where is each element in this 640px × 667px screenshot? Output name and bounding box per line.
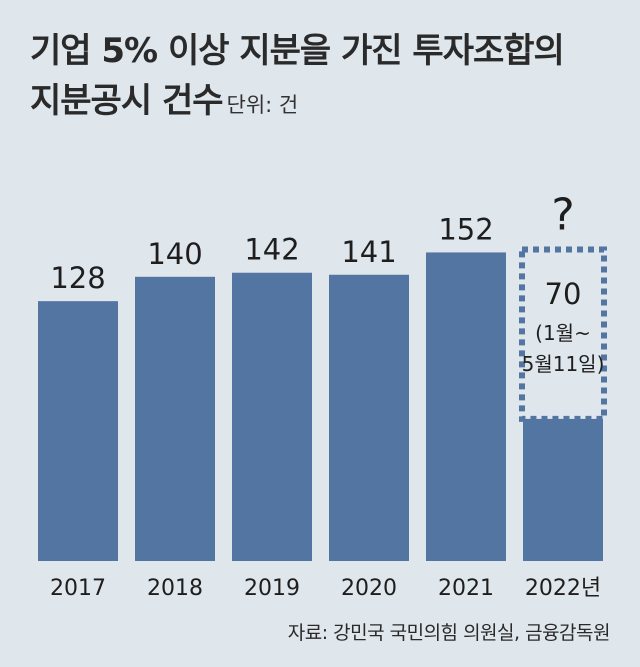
title-line-2-text: 지분공시 건수 [30,81,224,121]
data-label-2019: 142 [244,233,299,267]
bar-2022년 [523,418,603,561]
data-label-2018: 140 [147,237,202,271]
x-tick-2018: 2018 [147,576,203,601]
bar-2020 [329,274,409,561]
title-line-1: 기업 5% 이상 지분을 가진 투자조합의 [30,31,565,71]
chart-title: 기업 5% 이상 지분을 가진 투자조합의 지분공시 건수 단위: 건 [30,26,565,130]
unit-label: 단위: 건 [226,93,299,117]
bar-2021 [426,252,506,561]
question-mark-annotation: ? [551,189,574,240]
x-tick-2022년: 2022년 [525,576,601,601]
data-label-2017: 128 [50,261,105,295]
data-label-2020: 141 [341,235,396,269]
x-tick-2019: 2019 [244,576,300,601]
x-tick-2020: 2020 [341,576,397,601]
title-line-2: 지분공시 건수 단위: 건 [30,76,564,130]
projected-frame [519,246,607,422]
period-label-line-1: (1월~ [535,321,591,345]
x-tick-2017: 2017 [50,576,106,601]
bar-2017 [38,301,118,561]
data-label-2021: 152 [438,212,493,246]
bar-2019 [232,272,312,561]
source-note: 자료: 강민국 국민의힘 의원실, 금융감독원 [287,622,611,644]
bar-2018 [135,276,215,561]
period-label-line-2: 5월11일) [522,352,605,376]
x-tick-2021: 2021 [438,576,494,601]
data-label-2022년: 70 [545,277,582,311]
